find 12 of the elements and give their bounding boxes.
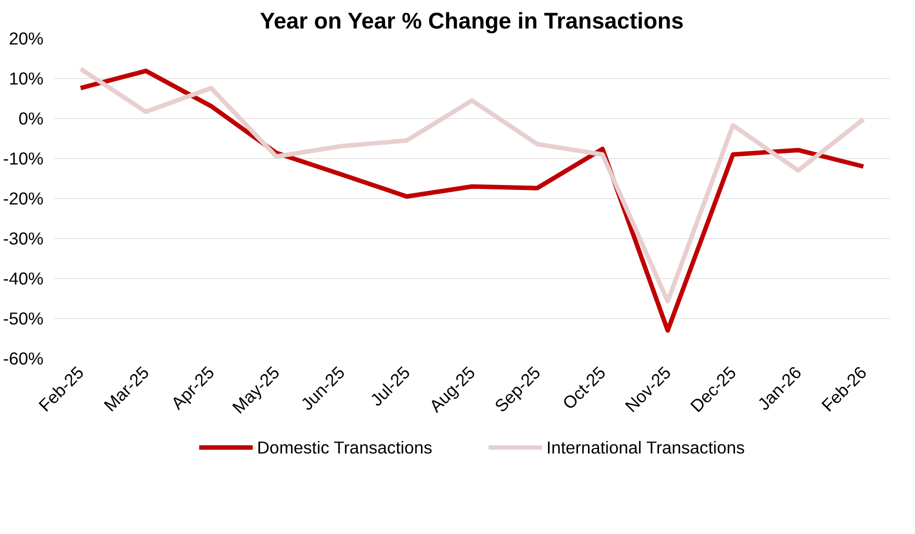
y-tick-label: -50% <box>3 308 44 328</box>
y-tick-label: 10% <box>8 68 44 88</box>
y-tick-label: 0% <box>18 108 44 128</box>
legend-label: Domestic Transactions <box>257 438 433 458</box>
y-tick-label: -10% <box>3 148 44 168</box>
chart-title: Year on Year % Change in Transactions <box>260 8 684 34</box>
y-tick-label: -60% <box>3 348 44 368</box>
y-tick-label: 20% <box>8 28 44 48</box>
y-tick-label: -20% <box>3 188 44 208</box>
y-tick-label: -40% <box>3 268 44 288</box>
legend-label: International Transactions <box>546 438 746 458</box>
y-tick-label: -30% <box>3 228 44 248</box>
